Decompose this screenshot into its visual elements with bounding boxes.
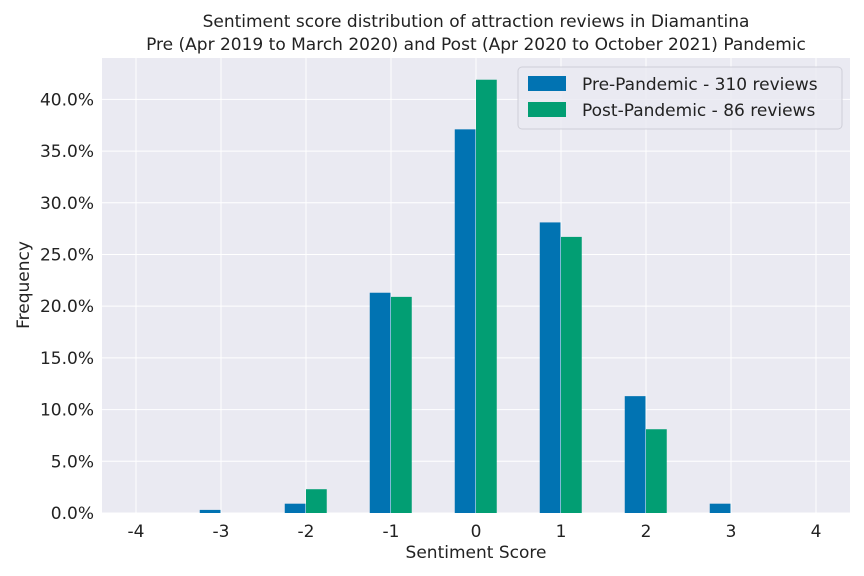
bar-pre--3 <box>199 509 221 513</box>
bar-post-1 <box>561 236 582 514</box>
x-tick-label: -3 <box>213 522 230 542</box>
chart-title: Sentiment score distribution of attracti… <box>203 12 750 32</box>
y-tick-label: 10.0% <box>40 401 94 421</box>
y-tick-label: 20.0% <box>40 297 94 317</box>
y-tick-label: 40.0% <box>40 90 94 110</box>
bar-post-2 <box>646 429 667 513</box>
y-tick-label: 30.0% <box>40 194 94 214</box>
bar-post-0 <box>476 79 497 513</box>
bar-pre-2 <box>624 396 646 513</box>
y-tick-label: 15.0% <box>40 349 94 369</box>
legend-box <box>517 66 843 130</box>
x-tick-label: -2 <box>298 522 315 542</box>
x-tick-label: 1 <box>556 522 567 542</box>
legend-label: Pre-Pandemic - 310 reviews <box>582 75 818 95</box>
bar-pre--1 <box>369 292 391 513</box>
y-tick-label: 35.0% <box>40 142 94 162</box>
x-tick-label: -4 <box>128 522 145 542</box>
y-tick-label: 25.0% <box>40 245 94 265</box>
x-tick-label: 4 <box>811 522 822 542</box>
x-tick-labels: -4 -3 -2 -1 0 1 2 3 4 <box>128 522 822 542</box>
y-axis-label: Frequency <box>14 241 34 329</box>
legend-label: Post-Pandemic - 86 reviews <box>582 101 815 121</box>
x-tick-label: 2 <box>641 522 652 542</box>
y-tick-labels: 0.0% 5.0% 10.0% 15.0% 20.0% 25.0% 30.0% 35.0% 40… <box>40 90 94 524</box>
x-tick-label: 3 <box>726 522 737 542</box>
bar-pre-3 <box>709 503 731 513</box>
bar-post--2 <box>306 489 327 513</box>
legend-swatch <box>528 102 566 117</box>
x-axis-label: Sentiment Score <box>406 543 547 563</box>
x-tick-label: -1 <box>383 522 400 542</box>
legend-swatch <box>528 76 566 91</box>
chart-subtitle: Pre (Apr 2019 to March 2020) and Post (A… <box>146 35 806 55</box>
bar-post--1 <box>391 296 412 513</box>
y-tick-label: 5.0% <box>51 452 94 472</box>
bar-pre-1 <box>539 222 561 513</box>
bar-pre-0 <box>454 129 476 513</box>
bar-pre--2 <box>284 503 306 513</box>
x-tick-label: 0 <box>471 522 482 542</box>
legend: Pre-Pandemic - 310 reviews Post-Pandemic … <box>517 66 843 130</box>
bars <box>199 79 731 514</box>
y-tick-label: 0.0% <box>51 504 94 524</box>
